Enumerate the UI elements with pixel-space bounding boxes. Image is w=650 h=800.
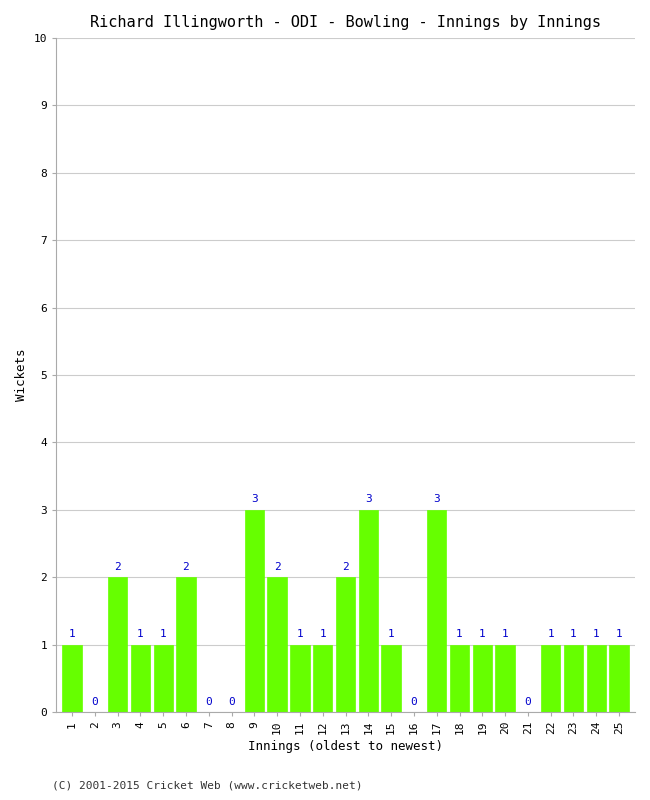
Text: (C) 2001-2015 Cricket Web (www.cricketweb.net): (C) 2001-2015 Cricket Web (www.cricketwe… — [52, 781, 363, 790]
Text: 1: 1 — [137, 629, 144, 639]
X-axis label: Innings (oldest to newest): Innings (oldest to newest) — [248, 740, 443, 753]
Bar — [450, 645, 469, 712]
Text: 0: 0 — [92, 697, 98, 706]
Text: 1: 1 — [502, 629, 508, 639]
Bar — [131, 645, 150, 712]
Title: Richard Illingworth - ODI - Bowling - Innings by Innings: Richard Illingworth - ODI - Bowling - In… — [90, 15, 601, 30]
Bar — [62, 645, 82, 712]
Text: 2: 2 — [342, 562, 349, 572]
Bar — [313, 645, 332, 712]
Bar — [359, 510, 378, 712]
Text: 1: 1 — [160, 629, 166, 639]
Text: 1: 1 — [616, 629, 623, 639]
Bar — [153, 645, 173, 712]
Text: 0: 0 — [525, 697, 531, 706]
Text: 3: 3 — [365, 494, 372, 504]
Text: 1: 1 — [319, 629, 326, 639]
Bar — [268, 577, 287, 712]
Bar — [495, 645, 515, 712]
Text: 1: 1 — [547, 629, 554, 639]
Bar — [564, 645, 583, 712]
Text: 1: 1 — [479, 629, 486, 639]
Text: 1: 1 — [456, 629, 463, 639]
Bar — [382, 645, 401, 712]
Text: 2: 2 — [114, 562, 121, 572]
Text: 2: 2 — [183, 562, 189, 572]
Bar — [336, 577, 356, 712]
Bar — [291, 645, 309, 712]
Text: 3: 3 — [251, 494, 258, 504]
Text: 2: 2 — [274, 562, 281, 572]
Bar — [609, 645, 629, 712]
Bar — [244, 510, 264, 712]
Bar — [176, 577, 196, 712]
Text: 1: 1 — [570, 629, 577, 639]
Bar — [541, 645, 560, 712]
Text: 1: 1 — [69, 629, 75, 639]
Text: 0: 0 — [205, 697, 212, 706]
Bar — [108, 577, 127, 712]
Bar — [427, 510, 447, 712]
Text: 1: 1 — [296, 629, 304, 639]
Text: 0: 0 — [228, 697, 235, 706]
Text: 1: 1 — [388, 629, 395, 639]
Text: 1: 1 — [593, 629, 600, 639]
Text: 0: 0 — [411, 697, 417, 706]
Text: 3: 3 — [434, 494, 440, 504]
Bar — [473, 645, 492, 712]
Bar — [586, 645, 606, 712]
Y-axis label: Wickets: Wickets — [15, 349, 28, 402]
